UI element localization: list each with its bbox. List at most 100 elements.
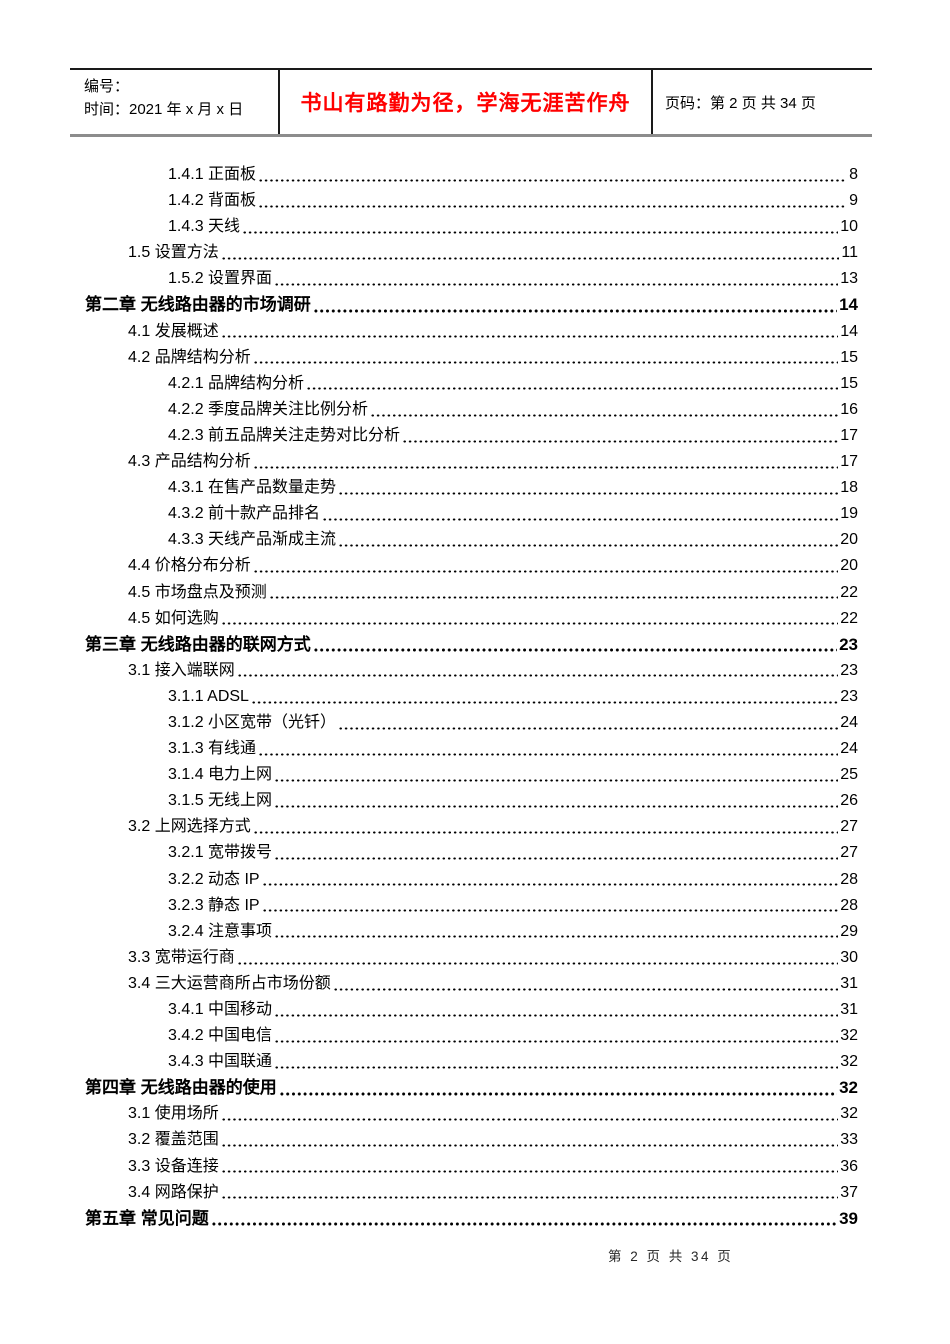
header-meta-cell: 编号： 时间：2021 年 x 月 x 日 [70, 70, 280, 134]
toc-entry-page: 30 [840, 948, 858, 966]
toc-entry-title: 1.4.1 正面板 [168, 166, 257, 183]
toc-entry-page: 31 [840, 974, 858, 992]
toc-entry-page: 32 [840, 1053, 858, 1071]
toc-entry-page: 23 [840, 687, 858, 705]
toc-entry-page: 32 [840, 1027, 858, 1045]
toc-entry-title: 3.2.1 宽带拨号 [168, 844, 273, 862]
toc-dot-leader [242, 214, 839, 241]
toc-dot-leader [274, 1023, 839, 1050]
toc-entry-page: 14 [840, 322, 858, 340]
toc-entry[interactable]: 3.1 接入端联网 23 [85, 657, 858, 684]
toc-entry[interactable]: 3.4.2 中国电信 32 [85, 1023, 858, 1050]
toc-entry[interactable]: 3.1.2 小区宽带（光钎） 24 [85, 709, 858, 737]
toc-entry[interactable]: 3.1.3 有线通 24 [85, 736, 858, 763]
toc-dot-leader [258, 736, 839, 763]
toc-entry-page: 32 [840, 1105, 858, 1123]
toc-dot-leader [236, 944, 839, 971]
toc-entry[interactable]: 4.3.2 前十款产品排名 19 [85, 501, 858, 528]
toc-dot-leader [278, 1075, 838, 1102]
toc-entry-title: 4.3.2 前十款产品排名 [168, 505, 321, 523]
toc-entry[interactable]: 3.4.3 中国联通 32 [85, 1049, 858, 1076]
toc-entry-title: 3.2.3 静态 IP [168, 896, 260, 914]
toc-entry[interactable]: 4.5 市场盘点及预测 22 [85, 579, 858, 606]
toc-entry[interactable]: 4.3.1 在售产品数量走势 18 [85, 475, 858, 502]
toc-entry[interactable]: 第二章 无线路由器的市场调研 14 [85, 292, 858, 319]
toc-dot-leader [220, 318, 839, 345]
toc-entry[interactable]: 4.3.3 天线产品渐成主流 20 [85, 527, 858, 554]
toc-entry-title: 3.1 接入端联网 [128, 661, 235, 679]
toc-entry[interactable]: 3.4 网路保护 37 [85, 1179, 858, 1206]
toc-entry[interactable]: 第四章 无线路由器的使用 32 [85, 1075, 858, 1102]
toc-dot-leader [258, 162, 848, 189]
toc-entry-page: 29 [840, 922, 858, 940]
toc-entry[interactable]: 3.1.1 ADSL 23 [85, 683, 858, 710]
toc-entry-page: 37 [840, 1183, 858, 1201]
toc-entry-title: 4.3.3 天线产品渐成主流 [168, 531, 337, 549]
toc-entry-title: 第三章 无线路由器的联网方式 [85, 634, 311, 654]
header-page-label: 页码：第 2 页 共 34 页 [665, 94, 816, 112]
toc-entry[interactable]: 第三章 无线路由器的联网方式 23 [85, 631, 858, 658]
toc-entry-title: 1.4.2 背面板 [168, 192, 257, 210]
toc-entry[interactable]: 3.4.1 中国移动 31 [85, 997, 858, 1024]
toc-entry[interactable]: 1.4.2 背面板 9 [85, 188, 858, 215]
toc-entry[interactable]: 1.4.3 天线 10 [85, 214, 858, 241]
toc-entry-page: 8 [849, 166, 858, 183]
toc-entry-page: 18 [840, 479, 858, 497]
toc-entry-title: 第五章 常见问题 [85, 1208, 209, 1228]
toc-dot-leader [261, 892, 839, 919]
toc-dot-leader [220, 605, 839, 632]
toc-entry[interactable]: 3.2 上网选择方式 27 [85, 814, 858, 841]
toc-entry[interactable]: 3.2.1 宽带拨号 27 [85, 840, 858, 867]
toc-dot-leader [322, 501, 839, 528]
toc-entry-title: 3.2 上网选择方式 [128, 818, 251, 836]
toc-entry[interactable]: 4.5 如何选购 22 [85, 605, 858, 632]
toc-entry[interactable]: 1.4.1 正面板 8 [85, 162, 858, 189]
toc-entry[interactable]: 3.2.3 静态 IP 28 [85, 892, 858, 919]
toc-entry-title: 3.4.2 中国电信 [168, 1027, 273, 1045]
toc-entry-title: 4.2.2 季度品牌关注比例分析 [168, 400, 369, 418]
header-motto-cell: 书山有路勤为径，学海无涯苦作舟 [280, 70, 653, 134]
toc-entry-page: 15 [840, 348, 858, 366]
toc-dot-leader [306, 370, 839, 397]
toc-entry[interactable]: 4.2.2 季度品牌关注比例分析 16 [85, 396, 858, 423]
toc-dot-leader [274, 266, 839, 293]
toc-entry[interactable]: 4.2 品牌结构分析 15 [85, 344, 858, 371]
toc-entry-page: 27 [840, 844, 858, 862]
toc-entry-title: 4.2.3 前五品牌关注走势对比分析 [168, 426, 401, 444]
toc-entry-page: 16 [840, 400, 858, 418]
header-table: 编号： 时间：2021 年 x 月 x 日 书山有路勤为径，学海无涯苦作舟 页码… [70, 68, 872, 137]
toc-dot-leader [312, 292, 838, 319]
toc-entry-title: 3.2.2 动态 IP [168, 870, 260, 888]
toc-entry[interactable]: 4.2.3 前五品牌关注走势对比分析 17 [85, 422, 858, 450]
toc-dot-leader [210, 1205, 838, 1232]
toc-entry[interactable]: 4.2.1 品牌结构分析 15 [85, 370, 858, 397]
toc-entry[interactable]: 4.4 价格分布分析 20 [85, 553, 858, 580]
toc-entry[interactable]: 4.3 产品结构分析 17 [85, 449, 858, 476]
toc-entry[interactable]: 3.1 使用场所 32 [85, 1101, 858, 1128]
toc-entry[interactable]: 3.3 宽带运行商 30 [85, 944, 858, 971]
toc-dot-leader [274, 762, 839, 789]
toc-entry[interactable]: 3.2 覆盖范围 33 [85, 1127, 858, 1154]
toc-entry[interactable]: 3.2.2 动态 IP 28 [85, 866, 858, 893]
toc-dot-leader [220, 1153, 839, 1180]
toc-entry-title: 3.3 设备连接 [128, 1157, 219, 1175]
toc-entry[interactable]: 1.5.2 设置界面 13 [85, 266, 858, 293]
toc-dot-leader [274, 918, 839, 945]
toc-entry-page: 27 [840, 818, 858, 836]
toc-entry-title: 1.5 设置方法 [128, 244, 219, 262]
toc-entry[interactable]: 3.4 三大运营商所占市场份额 31 [85, 970, 858, 997]
toc-entry-page: 17 [840, 426, 858, 444]
toc-entry[interactable]: 4.1 发展概述 14 [85, 318, 858, 345]
toc-entry-title: 3.4.1 中国移动 [168, 1001, 273, 1018]
toc-dot-leader [220, 1127, 839, 1154]
toc-entry-page: 36 [840, 1157, 858, 1175]
toc-entry[interactable]: 3.1.4 电力上网 25 [85, 762, 858, 789]
toc-entry[interactable]: 第五章 常见问题 39 [85, 1205, 858, 1232]
toc-entry-title: 1.5.2 设置界面 [168, 270, 273, 288]
toc-entry[interactable]: 3.1.5 无线上网 26 [85, 788, 858, 815]
toc-entry[interactable]: 3.2.4 注意事项 29 [85, 918, 858, 945]
toc-entry[interactable]: 3.3 设备连接 36 [85, 1153, 858, 1180]
header-page-cell: 页码：第 2 页 共 34 页 [653, 70, 870, 134]
toc-dot-leader [312, 631, 838, 658]
toc-entry[interactable]: 1.5 设置方法 11 [85, 240, 858, 267]
